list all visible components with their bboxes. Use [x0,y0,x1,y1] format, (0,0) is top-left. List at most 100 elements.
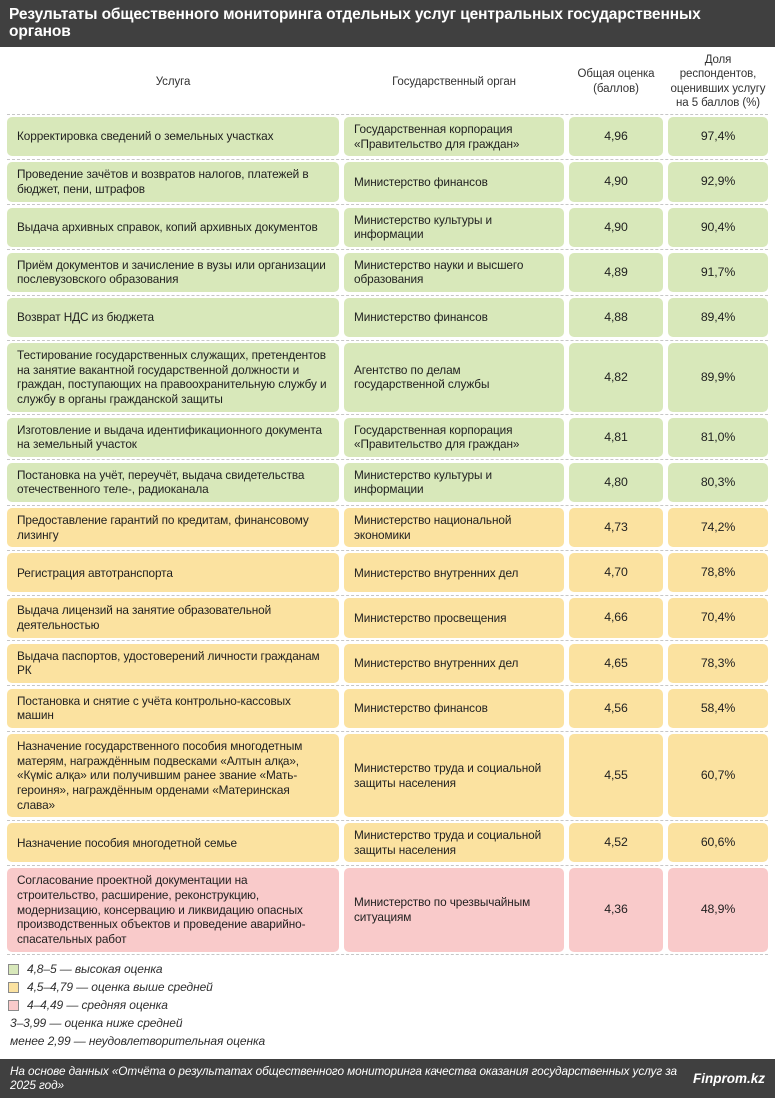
service-cell: Постановка на учёт, переучёт, выдача сви… [7,462,339,503]
share-cell: 60,7% [668,734,768,818]
service-cell: Выдача паспортов, удостоверений личности… [7,643,339,683]
legend-label: 4,5–4,79 — оценка выше средней [27,980,213,995]
service-cell: Тестирование государственных служащих, п… [7,343,339,412]
agency-cell: Министерство внутренних дел [344,643,564,683]
share-cell: 91,7% [668,252,768,293]
agency-cell: Министерство просвещения [344,598,564,638]
share-cell: 74,2% [668,508,768,548]
table-row: Корректировка сведений о земельных участ… [7,115,768,160]
share-cell: 90,4% [668,207,768,247]
service-cell: Приём документов и зачисление в вузы или… [7,252,339,293]
share-cell: 70,4% [668,598,768,638]
table-row: Постановка и снятие с учёта контрольно-к… [7,686,768,732]
share-cell: 80,3% [668,462,768,503]
table-row: Регистрация автотранспорта Министерство … [7,551,768,596]
service-cell: Корректировка сведений о земельных участ… [7,117,339,157]
legend-item: 4–4,49 — средняя оценка [8,998,767,1012]
service-cell: Согласование проектной документации на с… [7,868,339,952]
agency-cell: Министерство труда и социальной защиты н… [344,734,564,818]
score-cell: 4,90 [569,207,663,247]
service-cell: Проведение зачётов и возвратов налогов, … [7,162,339,202]
service-cell: Изготовление и выдача идентификационного… [7,417,339,457]
table-row: Проведение зачётов и возвратов налогов, … [7,160,768,206]
table-row: Тестирование государственных служащих, п… [7,341,768,416]
footer-bar: На основе данных «Отчёта о результатах о… [0,1059,775,1098]
agency-cell: Министерство культуры и информации [344,207,564,247]
share-cell: 89,4% [668,298,768,338]
agency-cell: Государственная корпорация «Правительств… [344,417,564,457]
service-cell: Назначение пособия многодетной семье [7,823,339,863]
score-cell: 4,96 [569,117,663,157]
table-header-row: Услуга Государственный орган Общая оценк… [7,49,768,115]
share-cell: 92,9% [668,162,768,202]
legend-item: 4,8–5 — высокая оценка [8,962,767,976]
table-row: Выдача архивных справок, копий архивных … [7,205,768,251]
legend-label: менее 2,99 — неудовлетворительная оценка [10,1034,266,1049]
table-row: Назначение пособия многодетной семье Мин… [7,821,768,866]
share-cell: 48,9% [668,868,768,952]
service-cell: Выдача лицензий на занятие образовательн… [7,598,339,638]
brand-logo: Finprom.kz [692,1070,765,1086]
score-cell: 4,66 [569,598,663,638]
legend-label: 3–3,99 — оценка ниже средней [10,1016,183,1031]
legend-item: 4,5–4,79 — оценка выше средней [8,980,767,994]
legend-item: менее 2,99 — неудовлетворительная оценка [8,1034,767,1048]
agency-cell: Министерство финансов [344,162,564,202]
table-row: Согласование проектной документации на с… [7,866,768,956]
service-cell: Предоставление гарантий по кредитам, фин… [7,508,339,548]
table-row: Возврат НДС из бюджета Министерство фина… [7,296,768,341]
source-note: На основе данных «Отчёта о результатах о… [10,1064,677,1093]
score-cell: 4,36 [569,868,663,952]
service-cell: Возврат НДС из бюджета [7,298,339,338]
score-cell: 4,80 [569,462,663,503]
page-title: Результаты общественного мониторинга отд… [0,0,775,48]
table-row: Выдача лицензий на занятие образовательн… [7,596,768,642]
table-row: Приём документов и зачисление в вузы или… [7,250,768,296]
score-cell: 4,81 [569,417,663,457]
agency-cell: Государственная корпорация «Правительств… [344,117,564,157]
service-cell: Назначение государственного пособия мног… [7,734,339,818]
legend-label: 4–4,49 — средняя оценка [27,998,168,1013]
share-cell: 81,0% [668,417,768,457]
table-row: Предоставление гарантий по кредитам, фин… [7,506,768,551]
score-cell: 4,70 [569,553,663,593]
column-header-share: Доля респондентов, оценивших услугу на 5… [670,54,766,110]
share-cell: 58,4% [668,688,768,729]
score-cell: 4,89 [569,252,663,293]
service-cell: Выдача архивных справок, копий архивных … [7,207,339,247]
score-cell: 4,90 [569,162,663,202]
legend-color-swatch-icon [8,999,19,1011]
score-cell: 4,82 [569,343,663,412]
legend-color-swatch-icon [8,963,19,975]
table-row: Назначение государственного пособия мног… [7,732,768,821]
legend: 4,8–5 — высокая оценка 4,5–4,79 — оценка… [0,955,775,1056]
agency-cell: Министерство внутренних дел [344,553,564,593]
service-cell: Постановка и снятие с учёта контрольно-к… [7,688,339,729]
column-header-score: Общая оценка (баллов) [577,68,655,95]
share-cell: 97,4% [668,117,768,157]
service-cell: Регистрация автотранспорта [7,553,339,593]
agency-cell: Министерство национальной экономики [344,508,564,548]
score-cell: 4,73 [569,508,663,548]
score-cell: 4,56 [569,688,663,729]
legend-label: 4,8–5 — высокая оценка [27,962,163,977]
table-row: Выдача паспортов, удостоверений личности… [7,641,768,687]
agency-cell: Агентство по делам государственной служб… [344,343,564,412]
table-row: Постановка на учёт, переучёт, выдача сви… [7,460,768,506]
agency-cell: Министерство труда и социальной защиты н… [344,823,564,863]
score-cell: 4,55 [569,734,663,818]
score-cell: 4,65 [569,643,663,683]
score-cell: 4,88 [569,298,663,338]
column-header-service: Услуга [155,75,191,88]
score-cell: 4,52 [569,823,663,863]
agency-cell: Министерство культуры и информации [344,462,564,503]
legend-item: 3–3,99 — оценка ниже средней [8,1016,767,1030]
agency-cell: Министерство финансов [344,298,564,338]
results-table: Услуга Государственный орган Общая оценк… [0,47,775,956]
share-cell: 78,8% [668,553,768,593]
agency-cell: Министерство финансов [344,688,564,729]
agency-cell: Министерство науки и высшего образования [344,252,564,293]
share-cell: 60,6% [668,823,768,863]
agency-cell: Министерство по чрезвычайным ситуациям [344,868,564,952]
legend-color-swatch-icon [8,981,19,993]
